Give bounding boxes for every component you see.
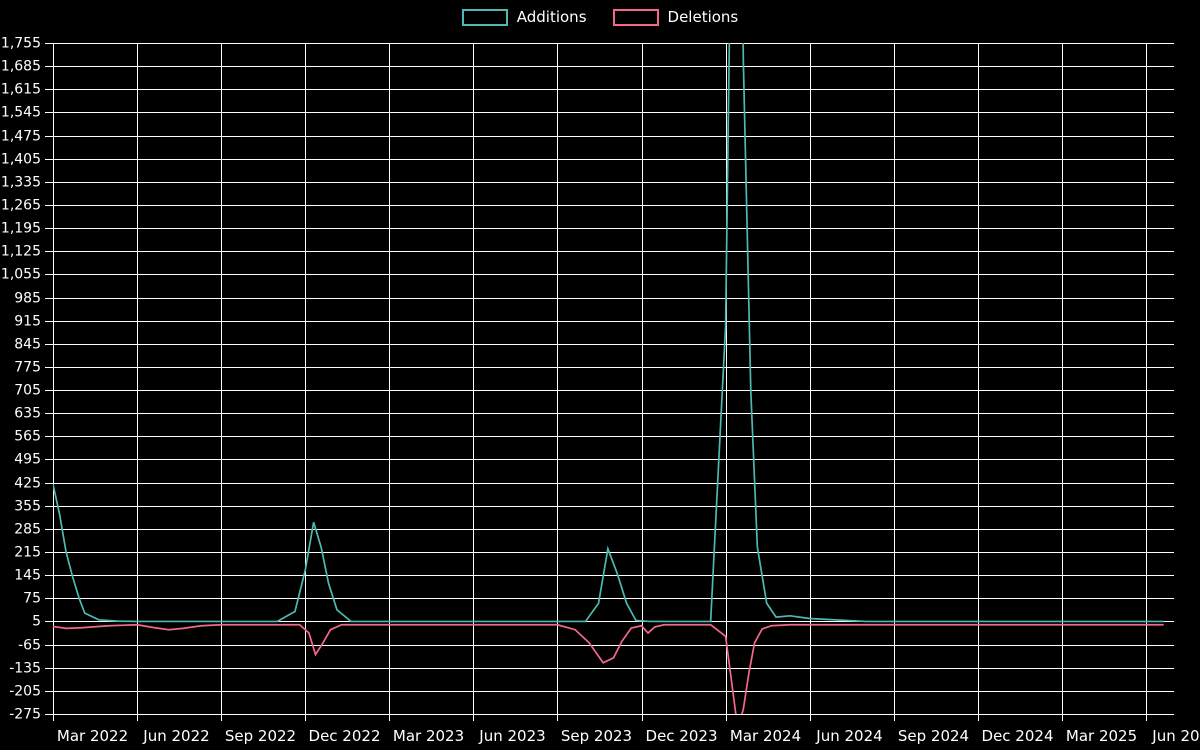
y-tick-label: 75 (23, 591, 41, 607)
y-tick-label: 355 (14, 499, 41, 515)
y-tick-label: 1,265 (1, 198, 41, 214)
x-tick-label: Sep 2022 (225, 727, 296, 745)
legend-item-deletions[interactable]: Deletions (612, 8, 739, 26)
y-tick-label: 985 (14, 291, 41, 307)
x-tick-label: Mar 2023 (393, 727, 464, 745)
legend-item-additions[interactable]: Additions (461, 8, 587, 26)
y-tick-label: 285 (14, 522, 41, 538)
y-tick-label: 565 (14, 429, 41, 445)
grid-layer (45, 42, 1174, 721)
y-tick-label: 1,055 (1, 267, 41, 283)
y-tick-label: -205 (9, 684, 41, 700)
series-line-deletions (53, 623, 1164, 714)
y-tick-label: 425 (14, 476, 41, 492)
series-line-additions (53, 43, 1164, 623)
y-tick-label: 845 (14, 337, 41, 353)
x-tick-label: Jun 2024 (815, 727, 882, 745)
x-tick-label: Dec 2022 (309, 727, 381, 745)
y-tick-label: -275 (9, 707, 41, 723)
x-tick-label: Dec 2024 (982, 727, 1054, 745)
y-tick-label: 1,685 (1, 59, 41, 75)
y-tick-label: 1,335 (1, 175, 41, 191)
y-tick-label: 215 (14, 545, 41, 561)
series-layer (53, 43, 1164, 714)
x-axis-layer: Mar 2022 Jun 2022 Sep 2022 Dec 2022 Mar 2023… (57, 727, 1200, 745)
legend-swatch-additions (461, 8, 508, 26)
chart-legend: Additions Deletions (0, 0, 1200, 34)
y-tick-label: 1,475 (1, 129, 41, 145)
legend-label-additions: Additions (516, 8, 587, 26)
y-tick-label: 775 (14, 360, 41, 376)
y-tick-label: 1,615 (1, 82, 41, 98)
x-tick-label: Jun 2022 (142, 727, 209, 745)
y-tick-label: 495 (14, 452, 41, 468)
y-tick-label: -135 (9, 661, 41, 677)
y-tick-label: 1,195 (1, 221, 41, 237)
legend-swatch-deletions (612, 8, 659, 26)
y-tick-label: 1,405 (1, 152, 41, 168)
y-tick-label: 635 (14, 406, 41, 422)
y-tick-label: 915 (14, 314, 41, 330)
y-tick-label: -65 (18, 638, 41, 654)
y-tick-label: 1,755 (1, 36, 41, 52)
x-tick-label: Dec 2023 (646, 727, 718, 745)
x-tick-label: Mar 2022 (57, 727, 128, 745)
y-tick-label: 1,125 (1, 244, 41, 260)
x-tick-label: Sep 2023 (561, 727, 632, 745)
y-axis-layer: 1,755 1,685 1,615 1,545 1,475 1,405 1,335 1,265… (1, 36, 41, 723)
y-tick-label: 1,545 (1, 105, 41, 121)
x-tick-label: Mar 2025 (1066, 727, 1137, 745)
x-tick-label: Mar 2024 (730, 727, 801, 745)
y-tick-label: 145 (14, 568, 41, 584)
legend-label-deletions: Deletions (667, 8, 739, 26)
x-tick-label: Jun 2025 (1151, 727, 1200, 745)
y-tick-label: 705 (14, 383, 41, 399)
y-tick-label: 5 (32, 614, 41, 630)
x-tick-label: Sep 2024 (898, 727, 969, 745)
x-tick-label: Jun 2023 (478, 727, 545, 745)
